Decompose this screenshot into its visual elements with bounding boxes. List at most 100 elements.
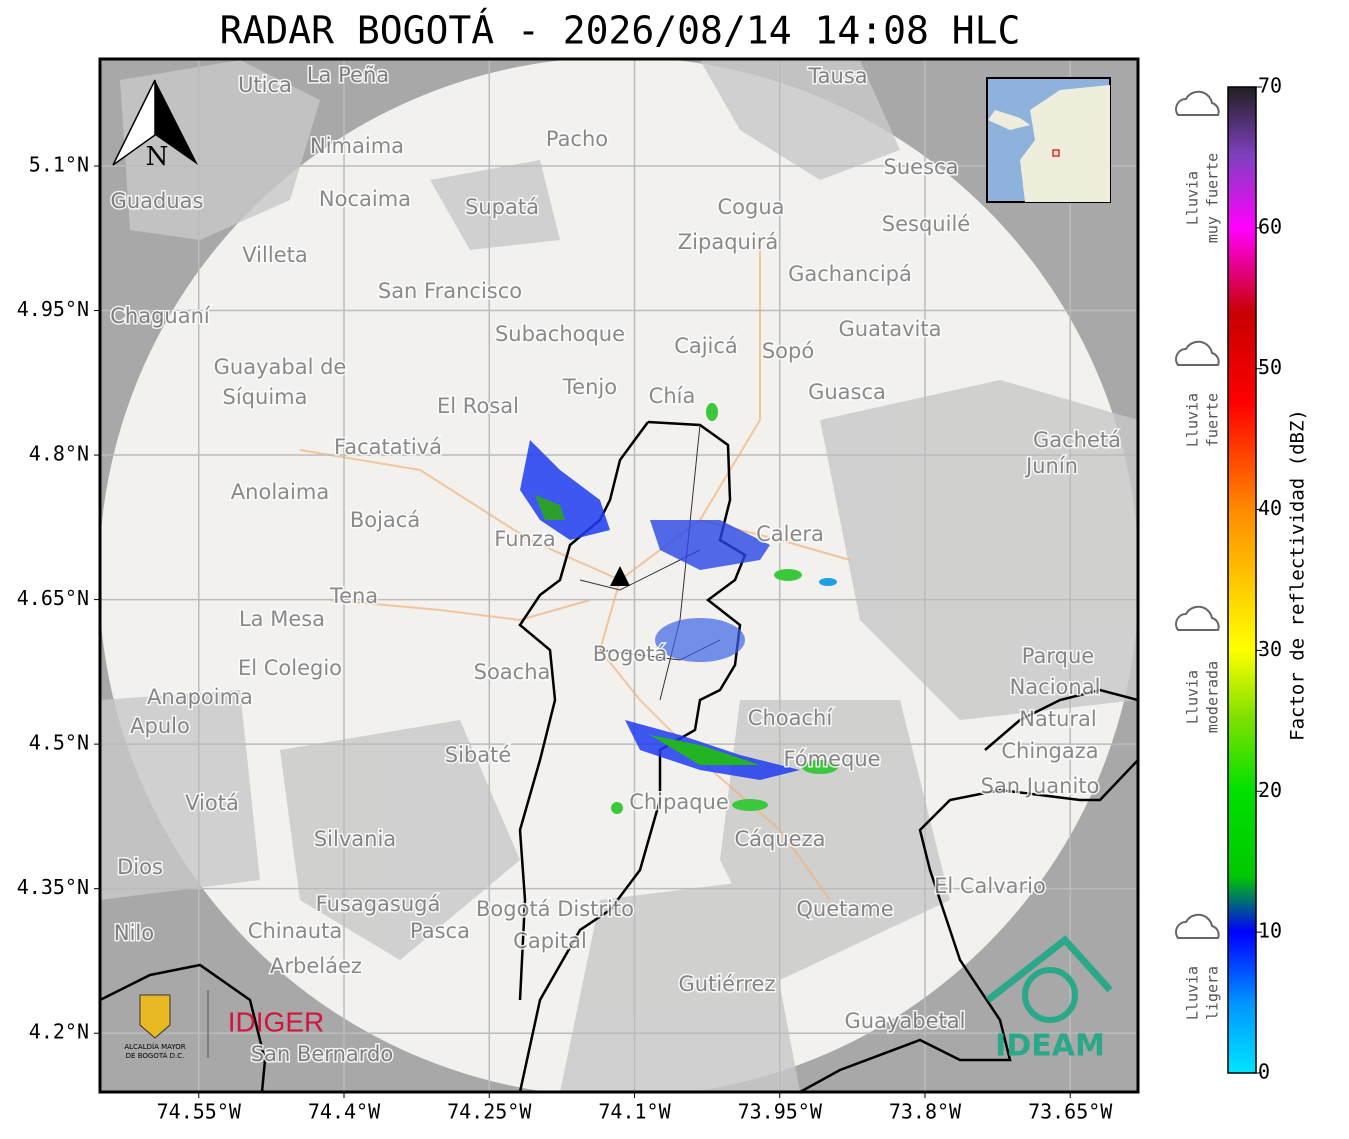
colorbar-tick-label: 70 xyxy=(1258,74,1282,98)
colorbar-tick-label: 50 xyxy=(1258,355,1282,379)
place-label: El Colegio xyxy=(238,656,342,680)
ideam-logo: IDEAM xyxy=(985,935,1113,1064)
place-label: Guatavita xyxy=(839,317,942,341)
place-label: Parque xyxy=(1022,644,1094,668)
place-label: Chaguaní xyxy=(110,304,211,328)
place-label: Capital xyxy=(513,929,587,953)
place-label: Choachí xyxy=(748,706,834,730)
y-tick-label: 4.2°N xyxy=(29,1020,89,1044)
colorbar-tick-label: 40 xyxy=(1258,496,1282,520)
place-label: Arbeláez xyxy=(270,954,362,978)
place-label: Silvania xyxy=(314,827,396,851)
place-label: Tausa xyxy=(807,64,867,88)
place-label: Natural xyxy=(1019,707,1096,731)
terrain xyxy=(100,60,1138,1092)
y-tick-label: 4.5°N xyxy=(29,731,89,755)
colorbar xyxy=(1227,86,1257,1074)
place-label: Sibaté xyxy=(445,743,512,767)
place-label: Nacional xyxy=(1010,675,1101,699)
place-label: Viotá xyxy=(185,791,239,815)
place-label: Cáqueza xyxy=(735,827,826,851)
x-tick-label: 74.1°W xyxy=(598,1100,671,1124)
north-label: N xyxy=(146,142,169,172)
colorbar-label: Factor de reflectividad (dBZ) xyxy=(1287,409,1309,741)
rain-icon xyxy=(1175,340,1220,366)
place-label: Síquima xyxy=(223,385,308,409)
place-label: Suesca xyxy=(884,155,959,179)
place-label: Guasca xyxy=(808,380,886,404)
x-tick-label: 73.8°W xyxy=(889,1100,962,1124)
legend-label: Lluvia xyxy=(1184,393,1202,447)
place-label: Utica xyxy=(238,73,292,97)
place-label: Anolaima xyxy=(231,480,329,504)
place-label: Subachoque xyxy=(495,322,625,346)
place-label: Bojacá xyxy=(350,508,420,532)
place-label: El Rosal xyxy=(437,394,519,418)
colorbar-tick-label: 60 xyxy=(1258,214,1282,238)
place-label: Pacho xyxy=(546,127,608,151)
legend-label: moderada xyxy=(1204,661,1222,733)
place-label: Bogotá xyxy=(593,642,668,666)
legend-label: muy fuerte xyxy=(1204,153,1222,243)
place-label: Chía xyxy=(649,384,696,408)
radar-site xyxy=(610,566,630,586)
place-label: La Peña xyxy=(307,63,389,87)
legend-label: Lluvia xyxy=(1184,966,1202,1020)
place-label: La Mesa xyxy=(239,607,325,631)
place-label: Sopó xyxy=(762,339,814,363)
place-label: Facatativá xyxy=(334,435,442,459)
place-label: Chingaza xyxy=(1001,739,1098,763)
place-label: Guaduas xyxy=(111,189,204,213)
colorbar-tick-label: 10 xyxy=(1258,919,1282,943)
place-label: San Bernardo xyxy=(251,1042,393,1066)
place-label: San Francisco xyxy=(378,279,522,303)
place-label: Chipaque xyxy=(629,790,729,814)
x-tick-label: 74.55°W xyxy=(157,1100,242,1124)
colorbar-tick-label: 0 xyxy=(1258,1060,1270,1084)
place-label: Guayabal de xyxy=(214,355,347,379)
north-arrow: N xyxy=(112,79,198,172)
place-label: Guayabetal xyxy=(845,1009,966,1033)
place-label: Sesquilé xyxy=(882,212,970,236)
place-label: Funza xyxy=(494,527,555,551)
place-label: Villeta xyxy=(242,243,307,267)
place-label: El Calvario xyxy=(934,874,1046,898)
place-label: Cajicá xyxy=(674,334,738,358)
map-frame xyxy=(98,57,1140,1094)
legend-label: ligera xyxy=(1204,966,1222,1020)
place-label: Quetame xyxy=(796,897,893,921)
ideam-text: IDEAM xyxy=(995,1029,1105,1064)
inset-map xyxy=(986,77,1111,203)
rain-icon xyxy=(1175,605,1220,631)
y-tick-label: 4.95°N xyxy=(17,297,89,321)
rain-icon xyxy=(1175,913,1220,939)
place-label: Tena xyxy=(329,584,378,608)
place-label: Nocaima xyxy=(319,187,411,211)
map: La Peña Utica Tausa Pacho Nimaima Guaduas Noca… xyxy=(100,59,1138,1092)
place-label: Nimaima xyxy=(310,134,404,158)
grid xyxy=(100,59,1138,1092)
legend-label: Lluvia xyxy=(1184,171,1202,225)
place-label: Apulo xyxy=(130,714,190,738)
legend-label: Lluvia xyxy=(1184,670,1202,724)
place-label: Calera xyxy=(756,522,824,546)
alcaldia-text: ALCALDÍA MAYOR xyxy=(124,1042,185,1051)
place-label: Dios xyxy=(117,855,163,879)
alcaldia-text: DE BOGOTÁ D.C. xyxy=(126,1051,185,1060)
x-tick-label: 73.95°W xyxy=(738,1100,823,1124)
rain-icons xyxy=(1175,90,1220,939)
place-label: Tenjo xyxy=(562,375,617,399)
place-label: Supatá xyxy=(465,195,539,219)
rain-icon xyxy=(1175,90,1220,116)
idiger-logo: IDIGER xyxy=(228,1006,324,1037)
x-tick-label: 74.25°W xyxy=(447,1100,532,1124)
radar-echoes xyxy=(520,403,838,814)
place-label: Gachetá xyxy=(1033,428,1121,452)
places: La Peña Utica Tausa Pacho Nimaima Guaduas Noca… xyxy=(109,62,1123,1068)
x-tick-label: 74.4°W xyxy=(308,1100,381,1124)
y-tick-label: 5.1°N xyxy=(29,152,89,176)
place-label: Fómeque xyxy=(783,747,880,771)
place-label: Zipaquirá xyxy=(678,230,778,254)
y-tick-label: 4.65°N xyxy=(17,586,89,610)
